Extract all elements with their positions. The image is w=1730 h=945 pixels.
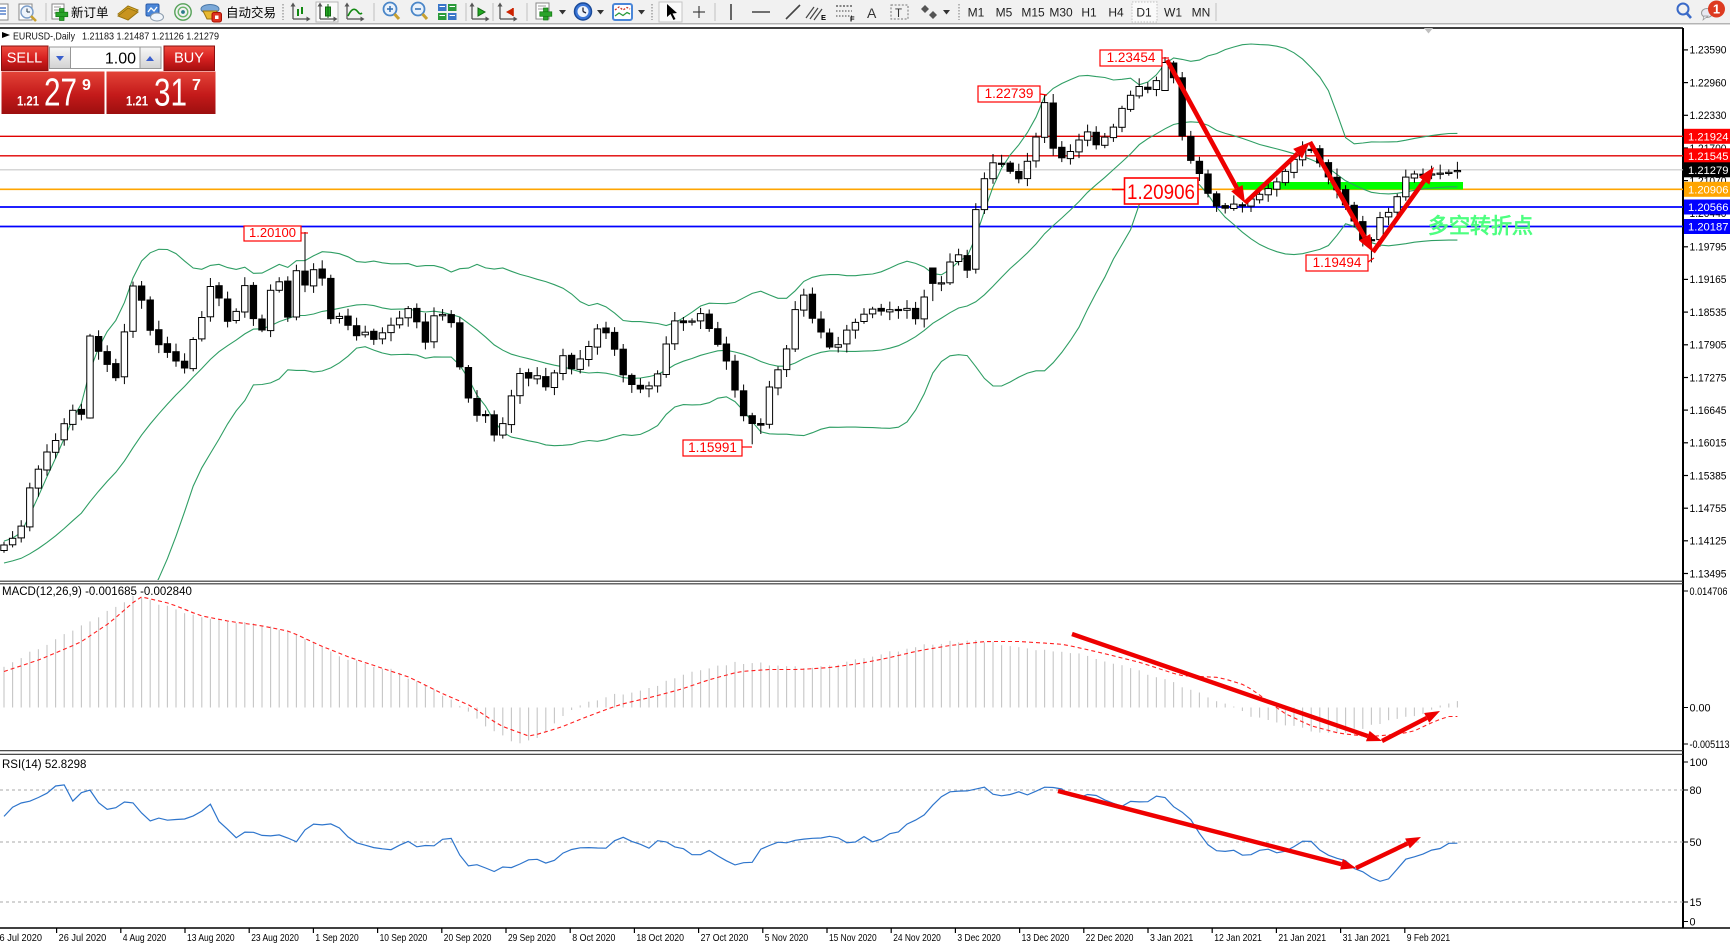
svg-text:1.17275: 1.17275 [1690, 372, 1727, 384]
svg-text:7: 7 [192, 77, 201, 94]
svg-text:24 Nov 2020: 24 Nov 2020 [893, 932, 941, 944]
svg-text:1.20906: 1.20906 [1127, 181, 1195, 204]
svg-text:MACD(12,26,9) -0.001685 -0.002: MACD(12,26,9) -0.001685 -0.002840 [2, 586, 192, 598]
svg-text:15 Nov 2020: 15 Nov 2020 [829, 932, 877, 944]
svg-text:31 Jan 2021: 31 Jan 2021 [1343, 932, 1391, 944]
svg-text:EURUSD-,Daily: EURUSD-,Daily [13, 31, 76, 43]
svg-text:13 Aug 2020: 13 Aug 2020 [187, 932, 235, 944]
svg-text:D1: D1 [1136, 6, 1152, 20]
svg-text:1.18535: 1.18535 [1690, 307, 1727, 319]
svg-text:100: 100 [1690, 757, 1708, 769]
svg-text:31: 31 [154, 72, 187, 115]
svg-text:0.00: 0.00 [1690, 703, 1711, 715]
svg-text:BUY: BUY [174, 51, 204, 67]
svg-text:20 Sep 2020: 20 Sep 2020 [444, 932, 492, 944]
svg-text:自动交易: 自动交易 [226, 5, 276, 20]
svg-text:1.21: 1.21 [17, 93, 39, 109]
svg-text:27 Oct 2020: 27 Oct 2020 [701, 932, 749, 944]
svg-text:F: F [850, 15, 855, 24]
svg-text:1.20187: 1.20187 [1688, 222, 1728, 234]
svg-text:18 Oct 2020: 18 Oct 2020 [636, 932, 684, 944]
svg-text:0.014706: 0.014706 [1690, 586, 1728, 598]
svg-text:1.14125: 1.14125 [1690, 536, 1727, 548]
svg-text:M15: M15 [1021, 6, 1045, 20]
svg-text:4 Aug 2020: 4 Aug 2020 [123, 932, 166, 944]
svg-text:1.22330: 1.22330 [1690, 110, 1727, 122]
svg-text:SELL: SELL [7, 51, 42, 67]
svg-text:12 Jan 2021: 12 Jan 2021 [1214, 932, 1262, 944]
svg-text:1.16015: 1.16015 [1690, 438, 1727, 450]
svg-text:1.21: 1.21 [126, 93, 148, 109]
svg-text:MN: MN [1192, 6, 1211, 20]
svg-text:15: 15 [1690, 897, 1702, 909]
svg-text:1.21545: 1.21545 [1688, 151, 1728, 163]
svg-text:29 Sep 2020: 29 Sep 2020 [508, 932, 556, 944]
svg-text:22 Dec 2020: 22 Dec 2020 [1086, 932, 1134, 944]
svg-text:T: T [895, 8, 902, 20]
svg-text:新订单: 新订单 [71, 5, 109, 20]
svg-text:1.22739: 1.22739 [985, 86, 1034, 101]
svg-text:1.17905: 1.17905 [1690, 340, 1727, 352]
svg-text:1.20100: 1.20100 [249, 225, 296, 240]
svg-text:1 Sep 2020: 1 Sep 2020 [315, 932, 358, 944]
svg-text:8 Oct 2020: 8 Oct 2020 [572, 932, 615, 944]
svg-text:1.23590: 1.23590 [1690, 45, 1727, 57]
svg-text:26 Jul 2020: 26 Jul 2020 [59, 932, 107, 944]
svg-text:16 Jul 2020: 16 Jul 2020 [0, 932, 42, 944]
svg-text:3 Jan 2021: 3 Jan 2021 [1150, 932, 1193, 944]
svg-text:1.19795: 1.19795 [1690, 242, 1727, 254]
svg-text:1.16645: 1.16645 [1690, 405, 1727, 417]
svg-text:1.19494: 1.19494 [1313, 255, 1362, 270]
svg-text:9 Feb 2021: 9 Feb 2021 [1407, 932, 1450, 944]
svg-text:E: E [821, 13, 826, 22]
svg-text:1.13495: 1.13495 [1690, 568, 1727, 580]
svg-text:1.22960: 1.22960 [1690, 77, 1727, 89]
svg-text:1.15385: 1.15385 [1690, 470, 1727, 482]
svg-text:1.21279: 1.21279 [1688, 165, 1728, 177]
svg-text:H4: H4 [1108, 6, 1124, 20]
svg-text:1.15991: 1.15991 [688, 440, 737, 455]
svg-text:1: 1 [1713, 2, 1720, 17]
svg-text:1.21183 1.21487 1.21126 1.2127: 1.21183 1.21487 1.21126 1.21279 [82, 31, 219, 43]
svg-text:9: 9 [82, 77, 91, 94]
svg-text:10 Sep 2020: 10 Sep 2020 [380, 932, 428, 944]
svg-text:5 Nov 2020: 5 Nov 2020 [765, 932, 808, 944]
svg-text:50: 50 [1690, 837, 1702, 849]
svg-text:13 Dec 2020: 13 Dec 2020 [1022, 932, 1070, 944]
svg-text:1.20906: 1.20906 [1688, 185, 1728, 197]
svg-text:3 Dec 2020: 3 Dec 2020 [957, 932, 1000, 944]
svg-text:M1: M1 [968, 6, 985, 20]
svg-text:1.21924: 1.21924 [1688, 132, 1728, 144]
svg-text:H1: H1 [1081, 6, 1097, 20]
svg-text:0: 0 [1690, 917, 1696, 929]
svg-text:80: 80 [1690, 785, 1702, 797]
svg-text:M30: M30 [1049, 6, 1073, 20]
svg-text:-0.005113: -0.005113 [1690, 739, 1730, 751]
svg-text:1.19165: 1.19165 [1690, 274, 1727, 286]
svg-text:1.14755: 1.14755 [1690, 503, 1727, 515]
svg-text:1.00: 1.00 [105, 51, 136, 68]
svg-text:A: A [867, 5, 877, 21]
svg-text:27: 27 [44, 72, 77, 115]
svg-text:多空转折点: 多空转折点 [1428, 214, 1533, 238]
svg-text:1.20566: 1.20566 [1688, 202, 1728, 214]
svg-text:1.23454: 1.23454 [1107, 50, 1156, 65]
svg-text:RSI(14) 52.8298: RSI(14) 52.8298 [2, 759, 86, 771]
svg-text:23 Aug 2020: 23 Aug 2020 [251, 932, 299, 944]
svg-text:M5: M5 [996, 6, 1013, 20]
svg-text:W1: W1 [1164, 6, 1182, 20]
svg-text:21 Jan 2021: 21 Jan 2021 [1278, 932, 1326, 944]
